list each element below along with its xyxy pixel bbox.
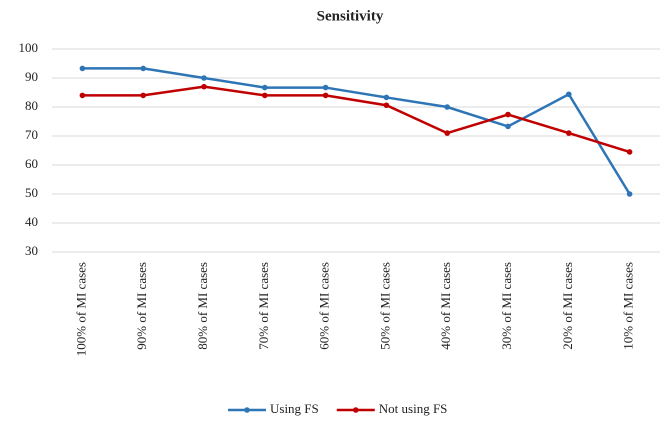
y-tick-label: 100 [19,40,39,55]
legend-marker [352,407,359,413]
x-tick-label: 80% of MI cases [195,262,210,350]
y-tick-label: 50 [25,185,38,200]
data-point [79,92,86,99]
data-point [262,84,268,91]
legend-label: Using FS [270,401,319,416]
data-point [201,75,207,81]
data-point [505,123,511,130]
data-point [626,191,633,197]
x-tick-label: 10% of MI cases [621,262,636,350]
x-tick-label: 60% of MI cases [317,262,332,350]
data-point [322,92,329,99]
legend-marker [244,407,250,413]
data-point [566,91,572,98]
x-tick-label: 70% of MI cases [256,262,271,350]
series-line [82,85,630,154]
chart-title: Sensitivity [317,8,384,24]
y-tick-label: 70 [25,127,38,142]
data-point [79,65,86,72]
data-point [444,130,451,136]
data-point [383,94,390,101]
x-tick-label: 40% of MI cases [438,262,453,350]
data-point [262,92,268,99]
x-tick-label: 20% of MI cases [560,262,575,350]
data-point [201,83,207,90]
data-point [140,65,146,72]
y-tick-label: 90 [25,69,38,84]
y-tick-label: 30 [25,243,38,258]
y-tick-label: 60 [25,156,38,171]
x-tick-label: 90% of MI cases [134,262,149,350]
data-point [505,111,511,118]
y-tick-label: 80 [25,98,38,113]
y-tick-label: 40 [25,214,38,229]
legend-label: Not using FS [379,401,448,416]
data-point [383,102,390,109]
x-tick-label: 50% of MI cases [377,262,392,350]
x-tick-label: 100% of MI cases [73,262,88,356]
data-point [322,84,329,91]
data-point [626,149,633,155]
data-point [566,130,572,136]
x-tick-label: 30% of MI cases [499,262,514,350]
data-point [140,92,146,99]
series-line [82,67,631,195]
data-point [444,104,451,110]
